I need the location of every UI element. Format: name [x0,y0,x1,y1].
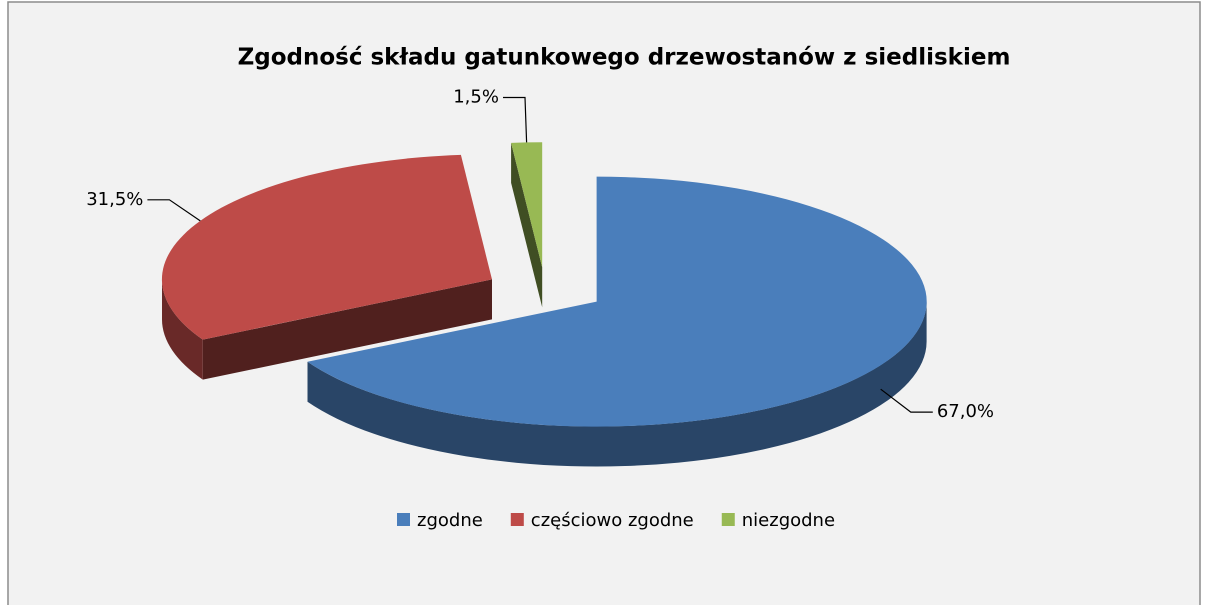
data-label: 67,0% [937,401,994,422]
slice-side [162,279,203,380]
legend-swatch [510,513,524,526]
slice-cut-face [511,142,543,308]
pie-slice [307,176,927,467]
slice-cut-face [202,279,493,380]
leader-line [880,388,933,413]
legend: zgodne częściowo zgodne niezgodne [397,510,835,531]
slice-top [511,142,543,268]
slice-top [307,176,927,427]
slice-top [161,154,492,340]
chart-title: Zgodność składu gatunkowego drzewostanów… [238,45,1011,71]
legend-swatch [397,513,410,526]
pie-slice [161,154,493,380]
legend-label: zgodne [417,510,483,531]
legend-label: niezgodne [742,510,835,531]
legend-label: częściowo zgodne [531,510,694,531]
data-label: 31,5% [86,189,143,210]
slice-side [307,301,927,467]
pie-slice [511,142,543,308]
data-label: 1,5% [453,86,499,107]
leader-line [503,96,528,143]
legend-swatch [721,513,735,526]
leader-line [147,199,201,222]
